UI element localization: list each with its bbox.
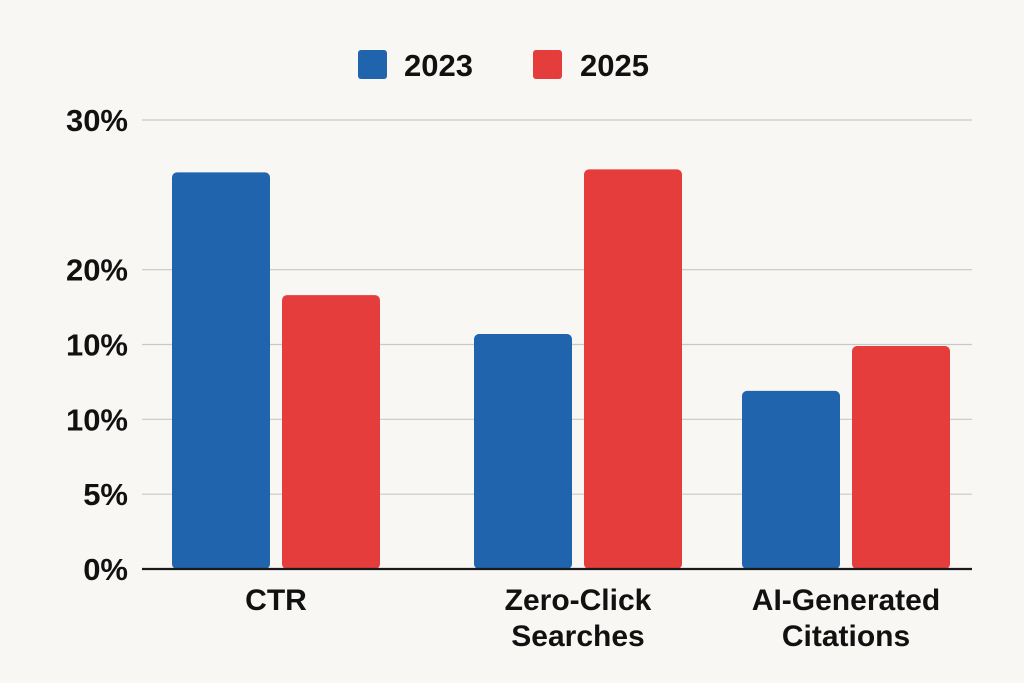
x-tick-label-line-2-1: Citations: [782, 620, 910, 653]
y-tick-label-1: 5%: [83, 477, 128, 512]
x-axis-categories: CTR Zero-Click Searches AI-Generated Citatio…: [245, 584, 940, 653]
bar-2025-0: [282, 295, 380, 569]
x-tick-label-line-2-0: AI-Generated: [752, 584, 940, 617]
y-tick-label-0: 0%: [83, 552, 128, 587]
bar-2025-2: [852, 345, 950, 569]
y-tick-label-5: 30%: [66, 103, 128, 138]
legend: 2023 2025: [358, 48, 649, 83]
legend-swatch-2023: [358, 50, 387, 79]
bar-2023-2: [742, 390, 840, 569]
legend-label-2023: 2023: [404, 48, 473, 83]
bar-2023-1: [474, 334, 572, 569]
x-tick-label-0: CTR: [245, 584, 307, 617]
y-tick-label-3: 10%: [66, 328, 128, 363]
y-axis-ticks: 0% 5% 10% 10% 20% 30%: [66, 103, 128, 587]
y-tick-label-4: 20%: [66, 253, 128, 288]
x-tick-label-line-1-1: Searches: [511, 620, 644, 653]
x-tick-label-1: Zero-Click Searches: [505, 584, 652, 653]
bar-2023-0: [172, 172, 270, 569]
legend-swatch-2025: [533, 50, 562, 79]
bar-2025-1: [584, 169, 682, 569]
y-tick-label-2: 10%: [66, 402, 128, 437]
x-tick-label-line-1-0: Zero-Click: [505, 584, 652, 617]
x-tick-label-2: AI-Generated Citations: [752, 584, 940, 653]
x-tick-label-line-0-0: CTR: [245, 584, 307, 617]
legend-label-2025: 2025: [580, 48, 649, 83]
bars: [172, 169, 950, 569]
